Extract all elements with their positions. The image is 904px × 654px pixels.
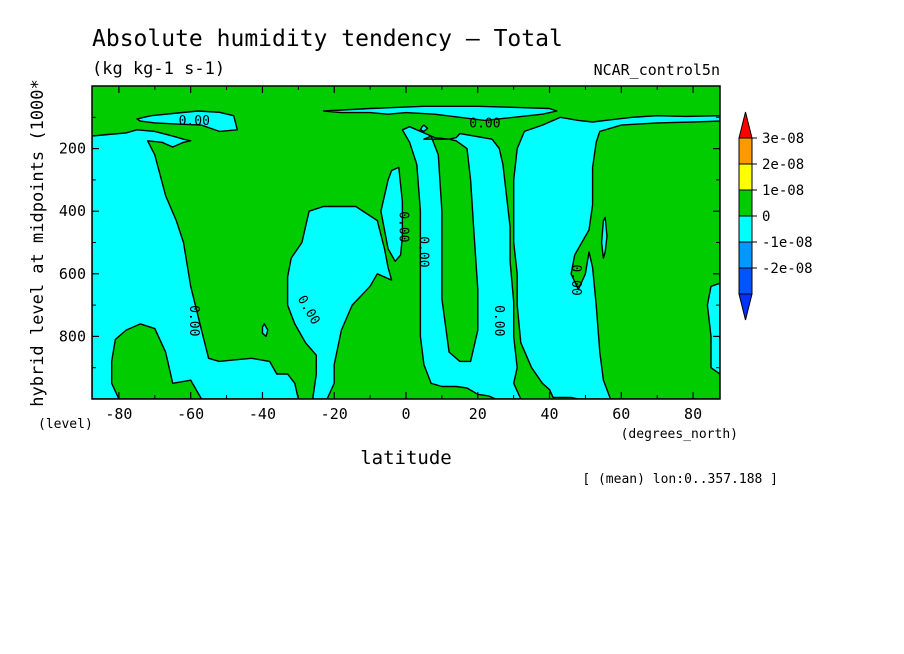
y-axis: 200 400 600 800 [59, 116, 720, 369]
contour-label-0: 0.00 [179, 114, 210, 129]
contour-region-7-negative [380, 166, 404, 262]
contour-label-7: 0.00 [568, 264, 583, 295]
contour-region-2-negative [136, 110, 239, 133]
chart-subtitle: (kg kg-1 s-1) [92, 59, 225, 79]
x-tick-label-5: 20 [469, 405, 487, 423]
colorbar-label-2: 1e-08 [762, 183, 804, 199]
contour-region-10-negative [600, 216, 608, 259]
contour-region-6-negative [286, 205, 393, 399]
colorbar: 3e-08 2e-08 1e-08 0 -1e-08 -2e-08 [738, 111, 813, 321]
x-axis: -80 -60 -40 -20 0 20 40 60 80 [105, 86, 702, 423]
x-tick-label-2: -40 [249, 405, 276, 423]
contour-region-9-positive [570, 120, 720, 399]
colorbar-swatch-0 [738, 137, 753, 165]
contour-label-5: 0.00 [415, 236, 430, 267]
footnote: [ (mean) lon:0..357.188 ] [582, 472, 778, 487]
colorbar-bottom-arrow [738, 293, 753, 321]
plot-area: 0.00 0.000.00 0.000.000.000.000.00 [91, 85, 721, 400]
x-tick-label-1: -60 [177, 405, 204, 423]
x-tick-label-0: -80 [105, 405, 132, 423]
contour-region-1-positive [110, 323, 203, 399]
x-tick-label-4: 0 [401, 405, 410, 423]
colorbar-swatch-1 [738, 163, 753, 191]
chart-title: Absolute humidity tendency — Total [92, 26, 563, 52]
colorbar-swatch-3 [738, 215, 753, 243]
x-axis-label: latitude [360, 447, 452, 469]
y-axis-units: (level) [38, 417, 93, 432]
y-tick-label-1: 400 [59, 202, 86, 220]
contour-region-3-negative [322, 105, 558, 122]
contour-label-1: 0.00 [469, 116, 500, 131]
colorbar-swatch-4 [738, 241, 753, 269]
contour-label-4: 0.00 [396, 211, 411, 242]
contour-region-5-positive [423, 135, 479, 363]
y-tick-label-2: 600 [59, 265, 86, 283]
x-tick-label-7: 60 [612, 405, 630, 423]
colorbar-label-0: 3e-08 [762, 131, 804, 147]
contour-label-2: 0.00 [186, 305, 201, 336]
y-tick-label-0: 200 [59, 140, 86, 158]
contour-region-12-negative [261, 323, 269, 338]
dataset-label: NCAR_control5n [594, 61, 720, 79]
colorbar-top-arrow [738, 111, 753, 139]
colorbar-swatch-2 [738, 189, 753, 217]
x-tick-label-6: 40 [541, 405, 559, 423]
colorbar-label-3: 0 [762, 209, 770, 225]
contour-label-6: 0.00 [491, 305, 506, 336]
x-axis-units: (degrees_north) [621, 427, 738, 442]
x-tick-label-8: 80 [684, 405, 702, 423]
colorbar-label-4: -1e-08 [762, 235, 813, 251]
colorbar-label-1: 2e-08 [762, 157, 804, 173]
colorbar-swatch-5 [738, 267, 753, 295]
y-tick-label-3: 800 [59, 327, 86, 345]
y-axis-label: hybrid level at midpoints (1000* [28, 79, 48, 407]
contour-regions [92, 105, 720, 399]
x-tick-label-3: -20 [321, 405, 348, 423]
contour-region-11-negative [419, 124, 429, 133]
colorbar-label-5: -2e-08 [762, 261, 813, 277]
